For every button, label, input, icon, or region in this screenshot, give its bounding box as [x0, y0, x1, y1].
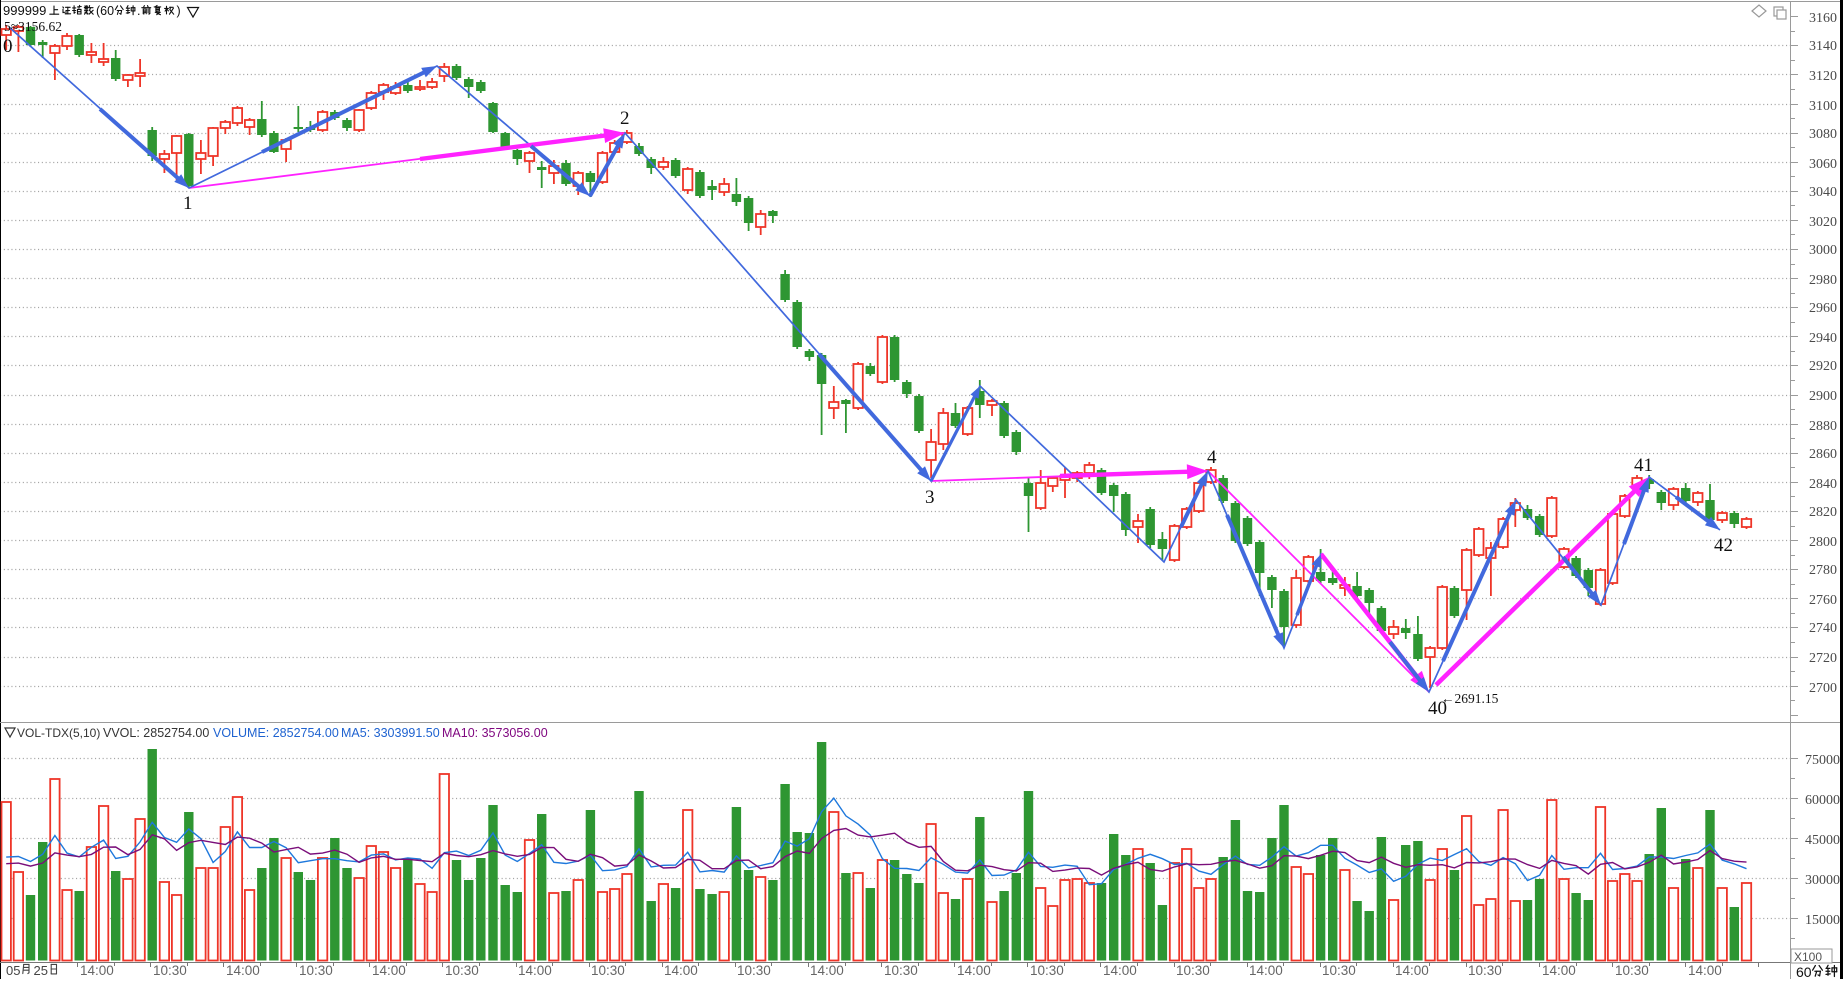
svg-text:3020: 3020: [1809, 215, 1837, 230]
svg-text:3160: 3160: [1809, 11, 1837, 26]
svg-text:←2691.15: ←2691.15: [1441, 691, 1499, 706]
svg-text:2880: 2880: [1809, 419, 1837, 434]
svg-text:14:00: 14:00: [1395, 963, 1429, 978]
svg-text:10:30: 10:30: [153, 963, 187, 978]
svg-text:VVOL: 2852754.00: VVOL: 2852754.00: [103, 726, 209, 740]
svg-text:VOL-TDX(5,10): VOL-TDX(5,10): [17, 726, 100, 740]
svg-text:2940: 2940: [1809, 331, 1837, 346]
svg-text:14:00: 14:00: [1103, 963, 1137, 978]
svg-text:2: 2: [620, 108, 630, 129]
svg-text:10:30: 10:30: [591, 963, 625, 978]
svg-text:2780: 2780: [1809, 563, 1837, 578]
svg-text:14:00: 14:00: [810, 963, 844, 978]
svg-text:3040: 3040: [1809, 185, 1837, 200]
svg-text:MA10: 3573056.00: MA10: 3573056.00: [442, 726, 548, 740]
svg-text:5≈3156.62: 5≈3156.62: [4, 19, 62, 34]
svg-text:10:30: 10:30: [1030, 963, 1064, 978]
svg-text:2980: 2980: [1809, 273, 1837, 288]
svg-text:X100: X100: [1794, 950, 1822, 964]
svg-text:14:00: 14:00: [664, 963, 698, 978]
svg-text:2800: 2800: [1809, 535, 1837, 550]
svg-text:): ): [177, 4, 181, 18]
svg-text:2840: 2840: [1809, 477, 1837, 492]
svg-text:3140: 3140: [1809, 39, 1837, 54]
svg-text:2740: 2740: [1809, 621, 1837, 636]
svg-text:14:00: 14:00: [372, 963, 406, 978]
svg-text:2720: 2720: [1809, 651, 1837, 666]
svg-text:10:30: 10:30: [1615, 963, 1649, 978]
svg-text:10:30: 10:30: [1176, 963, 1210, 978]
svg-text:14:00: 14:00: [80, 963, 114, 978]
svg-text:3080: 3080: [1809, 127, 1837, 142]
svg-text:15000: 15000: [1805, 913, 1840, 928]
svg-text:2860: 2860: [1809, 447, 1837, 462]
svg-text:2960: 2960: [1809, 301, 1837, 316]
svg-text:10:30: 10:30: [299, 963, 333, 978]
svg-text:42: 42: [1714, 535, 1733, 556]
svg-text:3060: 3060: [1809, 157, 1837, 172]
svg-text:30000: 30000: [1805, 873, 1840, 888]
svg-text:14:00: 14:00: [226, 963, 260, 978]
svg-text:10:30: 10:30: [737, 963, 771, 978]
svg-text:60: 60: [1796, 964, 1812, 979]
svg-text:3000: 3000: [1809, 243, 1837, 258]
svg-text:25: 25: [34, 963, 48, 978]
svg-text:999999: 999999: [3, 3, 46, 18]
svg-text:4: 4: [1207, 447, 1217, 468]
svg-text:VOLUME: 2852754.00: VOLUME: 2852754.00: [213, 726, 339, 740]
svg-text:3100: 3100: [1809, 99, 1837, 114]
svg-text:14:00: 14:00: [1542, 963, 1576, 978]
svg-text:10:30: 10:30: [445, 963, 479, 978]
svg-text:10:30: 10:30: [884, 963, 918, 978]
svg-text:(60: (60: [96, 4, 114, 18]
svg-text:2820: 2820: [1809, 505, 1837, 520]
svg-text:2900: 2900: [1809, 389, 1837, 404]
svg-text:14:00: 14:00: [1249, 963, 1283, 978]
svg-text:.: .: [137, 4, 140, 18]
svg-text:10:30: 10:30: [1322, 963, 1356, 978]
svg-text:05: 05: [6, 963, 20, 978]
svg-text:3: 3: [925, 487, 935, 508]
svg-text:14:00: 14:00: [957, 963, 991, 978]
svg-text:0: 0: [3, 36, 13, 57]
svg-text:2920: 2920: [1809, 359, 1837, 374]
svg-text:60000: 60000: [1805, 793, 1840, 808]
svg-text:14:00: 14:00: [518, 963, 552, 978]
svg-text:41: 41: [1634, 455, 1653, 476]
svg-text:2760: 2760: [1809, 593, 1837, 608]
svg-text:1: 1: [183, 193, 193, 214]
svg-text:10:30: 10:30: [1468, 963, 1502, 978]
svg-text:MA5: 3303991.50: MA5: 3303991.50: [341, 726, 440, 740]
svg-text:75000: 75000: [1805, 753, 1840, 768]
svg-text:2700: 2700: [1809, 681, 1837, 696]
svg-text:45000: 45000: [1805, 833, 1840, 848]
svg-text:3120: 3120: [1809, 69, 1837, 84]
svg-text:14:00: 14:00: [1688, 963, 1722, 978]
